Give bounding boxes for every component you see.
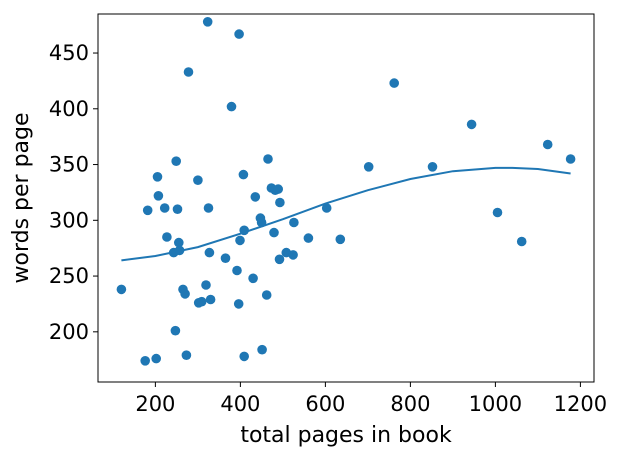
data-point [174, 245, 185, 256]
data-point [274, 254, 285, 265]
data-point [203, 203, 214, 213]
y-tick-label: 400 [49, 97, 89, 121]
data-point [201, 280, 211, 290]
trend-line [121, 166, 571, 262]
x-axis-title: total pages in book [240, 423, 452, 448]
data-point [269, 227, 279, 238]
data-point [174, 237, 184, 248]
y-tick-label: 350 [49, 153, 89, 177]
data-point [261, 290, 272, 300]
data-point [389, 78, 400, 88]
x-tick-label: 200 [135, 392, 175, 416]
data-point [140, 356, 150, 366]
data-point [239, 351, 249, 362]
data-point [142, 205, 153, 216]
data-point [180, 289, 190, 299]
x-axis-ticks: 200 400 600 800 1000 1200 [135, 382, 607, 416]
data-point [202, 17, 213, 27]
data-point [234, 29, 244, 39]
x-tick-label: 1000 [469, 392, 522, 416]
data-point [159, 203, 170, 213]
data-point [466, 119, 477, 130]
data-point [321, 203, 332, 213]
data-point [226, 101, 237, 112]
data-point [116, 284, 127, 295]
data-point [335, 234, 346, 245]
y-tick-label: 250 [49, 264, 89, 288]
data-point [220, 253, 231, 263]
y-tick-label: 450 [49, 41, 89, 65]
x-tick-label: 800 [390, 392, 430, 416]
data-point [238, 169, 249, 180]
data-point [151, 353, 161, 364]
data-point [196, 296, 207, 307]
data-point [257, 344, 267, 355]
y-axis-title: words per page [9, 112, 34, 283]
data-points [116, 17, 576, 366]
y-tick-label: 300 [49, 208, 89, 232]
data-point [232, 265, 242, 276]
data-point [275, 197, 285, 208]
data-point [542, 139, 553, 150]
data-point [153, 191, 164, 201]
data-point [273, 184, 284, 194]
data-point [303, 233, 314, 243]
x-tick-label: 400 [220, 392, 260, 416]
data-point [170, 325, 181, 336]
data-point [363, 162, 374, 172]
data-point [288, 250, 298, 260]
data-point [239, 225, 249, 236]
plot-area-frame [97, 13, 595, 383]
data-point [233, 299, 244, 309]
data-point [152, 172, 163, 182]
data-point [250, 192, 261, 202]
data-point [427, 162, 438, 172]
data-point [235, 235, 245, 246]
data-point [289, 217, 299, 228]
data-point [183, 67, 194, 77]
data-point [263, 154, 273, 164]
y-tick-label: 200 [49, 320, 89, 344]
data-point [492, 207, 503, 218]
data-point [565, 154, 576, 164]
x-tick-label: 600 [305, 392, 345, 416]
x-tick-label: 1200 [554, 392, 607, 416]
data-point [181, 350, 192, 361]
data-point [205, 294, 216, 305]
y-axis-ticks: 200 250 300 350 400 450 [49, 41, 98, 344]
data-point [171, 156, 181, 166]
data-point [248, 273, 258, 284]
data-point [162, 232, 172, 242]
data-point [256, 217, 267, 228]
data-point [204, 247, 215, 258]
data-point [172, 204, 183, 214]
data-point [516, 236, 527, 247]
data-point [193, 175, 203, 185]
